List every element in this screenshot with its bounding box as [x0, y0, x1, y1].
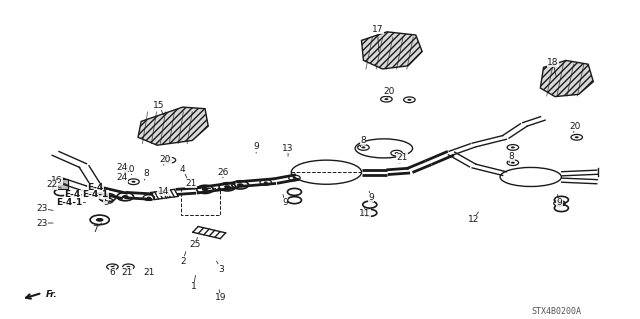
- Circle shape: [122, 195, 129, 198]
- Text: E-4-1: E-4-1: [56, 198, 86, 207]
- Text: 9: 9: [557, 195, 563, 207]
- Circle shape: [511, 146, 515, 148]
- Text: 19: 19: [215, 290, 227, 302]
- Text: 24: 24: [116, 163, 127, 172]
- Text: 9: 9: [253, 142, 259, 153]
- Text: 20: 20: [570, 122, 581, 132]
- Text: E-4-1: E-4-1: [82, 190, 108, 199]
- Circle shape: [131, 181, 136, 183]
- Text: 8: 8: [360, 136, 365, 147]
- Circle shape: [168, 159, 172, 161]
- Text: 5: 5: [103, 196, 111, 207]
- FancyBboxPatch shape: [52, 179, 68, 189]
- Circle shape: [264, 182, 268, 183]
- Text: 21: 21: [143, 268, 154, 277]
- Text: 1: 1: [191, 275, 196, 291]
- Circle shape: [575, 136, 579, 138]
- Text: 11: 11: [359, 207, 371, 218]
- Text: Fr.: Fr.: [45, 290, 57, 299]
- Text: 12: 12: [468, 212, 479, 224]
- Polygon shape: [362, 32, 422, 69]
- Circle shape: [408, 99, 412, 101]
- Circle shape: [224, 185, 231, 189]
- Circle shape: [395, 152, 399, 154]
- Text: 8: 8: [143, 169, 149, 180]
- Polygon shape: [138, 107, 208, 145]
- Text: 21: 21: [186, 179, 196, 189]
- Circle shape: [104, 196, 111, 199]
- Text: 24: 24: [116, 174, 127, 182]
- Circle shape: [237, 183, 243, 187]
- Circle shape: [147, 197, 151, 199]
- Circle shape: [385, 98, 388, 100]
- Text: E-4: E-4: [64, 190, 86, 199]
- Text: 17: 17: [372, 25, 383, 51]
- Text: 6: 6: [109, 264, 115, 277]
- Text: 14: 14: [158, 187, 169, 197]
- Text: 18: 18: [547, 58, 559, 77]
- Text: 2: 2: [180, 252, 186, 266]
- Text: 25: 25: [190, 237, 201, 249]
- Text: 20: 20: [160, 155, 171, 165]
- Text: 13: 13: [282, 144, 294, 156]
- Circle shape: [292, 177, 296, 179]
- Circle shape: [362, 146, 365, 148]
- Text: 16: 16: [51, 176, 68, 185]
- Text: E-4: E-4: [87, 183, 104, 192]
- Polygon shape: [540, 60, 593, 97]
- Text: 10: 10: [124, 165, 136, 175]
- Circle shape: [202, 188, 209, 191]
- Text: 23: 23: [36, 219, 53, 227]
- Circle shape: [127, 266, 131, 268]
- Text: 21: 21: [396, 153, 408, 163]
- Text: 26: 26: [217, 168, 228, 178]
- Text: 7: 7: [92, 223, 102, 234]
- Text: 9: 9: [368, 191, 374, 202]
- Text: 8: 8: [509, 152, 515, 163]
- Text: 15: 15: [154, 101, 165, 115]
- Text: STX4B0200A: STX4B0200A: [531, 308, 581, 316]
- Circle shape: [511, 162, 515, 164]
- Text: 9: 9: [282, 195, 288, 207]
- Text: 4: 4: [180, 165, 187, 179]
- Circle shape: [557, 202, 561, 204]
- Text: 23: 23: [36, 204, 53, 213]
- Text: 20: 20: [383, 87, 395, 98]
- Circle shape: [96, 218, 104, 222]
- Circle shape: [111, 266, 115, 268]
- Text: 21: 21: [122, 267, 133, 277]
- Text: 22: 22: [46, 181, 61, 189]
- Text: 3: 3: [216, 261, 224, 274]
- Circle shape: [106, 200, 110, 202]
